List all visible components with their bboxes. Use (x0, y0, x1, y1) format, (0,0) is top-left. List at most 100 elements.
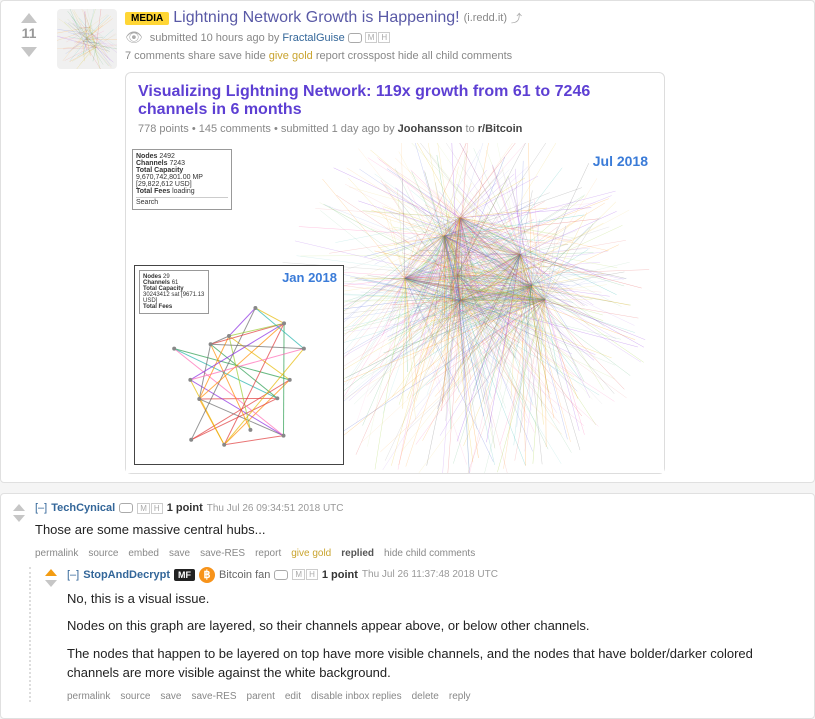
flair-text: Bitcoin fan (219, 569, 270, 581)
network-graph-small (135, 266, 343, 464)
title-row: MEDIA Lightning Network Growth is Happen… (125, 9, 806, 27)
post-thumbnail[interactable] (57, 9, 117, 69)
source-link[interactable]: source (120, 691, 150, 702)
eye-icon: 👁 (125, 29, 143, 46)
embed-points: 778 points (138, 123, 189, 135)
upvote-arrow[interactable] (13, 504, 25, 511)
embed-title[interactable]: Visualizing Lightning Network: 119x grow… (126, 73, 664, 123)
upvote-arrow[interactable] (45, 569, 57, 576)
edit-link[interactable]: edit (285, 691, 301, 702)
upvote-arrow[interactable] (21, 13, 37, 23)
comment-timestamp: Thu Jul 26 09:34:51 2018 UTC (207, 503, 344, 514)
vote-column: 11 (9, 9, 49, 474)
embed-submitted: submitted 1 day ago by (281, 123, 395, 135)
replied-link[interactable]: replied (341, 548, 374, 559)
comment-points: 1 point (322, 569, 358, 581)
embed-subreddit[interactable]: r/Bitcoin (478, 123, 523, 135)
hide-link[interactable]: hide (245, 50, 266, 62)
saveRES-link[interactable]: save-RES (200, 548, 245, 559)
collapse-toggle[interactable]: [–] (35, 502, 47, 514)
leg-nodes-l: Nodes (136, 153, 157, 160)
leg-fees-l: Total Fees (136, 188, 170, 195)
post-domain[interactable]: (i.redd.it) (464, 12, 507, 24)
embed-to: to (466, 123, 475, 135)
leg-search: Search (136, 197, 228, 206)
jan-inset: Jan 2018 Nodes 29 Channels 61 Total Capa… (134, 265, 344, 465)
report-link[interactable]: report (316, 50, 345, 62)
leg-chan-v: 7243 (169, 160, 185, 167)
comment: [–] StopAndDecrypt MF ฿ Bitcoin fan MH 1… (41, 567, 806, 702)
comment-text: No, this is a visual issue.Nodes on this… (67, 589, 806, 683)
share-icon[interactable]: ⤴ (511, 10, 522, 26)
downvote-arrow[interactable] (13, 515, 25, 522)
network-icon (57, 9, 117, 69)
report-link[interactable]: report (255, 548, 281, 559)
leg-nodes-v: 2492 (159, 153, 175, 160)
permalink-link[interactable]: permalink (35, 548, 78, 559)
submitted-label: submitted (150, 32, 198, 44)
post-content: MEDIA Lightning Network Growth is Happen… (125, 9, 806, 474)
post-actions: 7 comments share save hide give gold rep… (125, 50, 806, 62)
saveRES-link[interactable]: save-RES (192, 691, 237, 702)
embed-card: Visualizing Lightning Network: 119x grow… (125, 72, 665, 474)
btc-badge-icon: ฿ (199, 567, 215, 583)
post-title[interactable]: Lightning Network Growth is Happening! (173, 9, 459, 27)
disable_inbox-link[interactable]: disable inbox replies (311, 691, 402, 702)
speech-icon[interactable] (274, 570, 288, 580)
media-tag: MEDIA (125, 12, 169, 25)
parent-link[interactable]: parent (247, 691, 275, 702)
collapse-toggle[interactable]: [–] (67, 569, 79, 581)
leg-cap-l: Total Capacity (136, 167, 183, 174)
by-label: by (268, 32, 280, 44)
comment-header: [–] StopAndDecrypt MF ฿ Bitcoin fan MH 1… (67, 567, 806, 583)
downvote-arrow[interactable] (45, 580, 57, 587)
comments-container: [–] TechCynical MH 1 point Thu Jul 26 09… (0, 493, 815, 719)
speech-icon[interactable] (119, 503, 133, 513)
crosspost-link[interactable]: crosspost (348, 50, 395, 62)
embed-image: Jul 2018 Nodes 2492 Channels 7243 Total … (126, 143, 664, 473)
give-gold-link[interactable]: give gold (269, 50, 313, 62)
comment-body: [–] TechCynical MH 1 point Thu Jul 26 09… (35, 502, 806, 559)
m-badge[interactable]: M (365, 32, 378, 43)
give_gold-link[interactable]: give gold (291, 548, 331, 559)
leg-cap-v: 9,670,742,801.00 MP [29,822,612 USD] (136, 174, 203, 188)
mh-badges: MH (292, 569, 317, 580)
leg-fees-v: loading (172, 188, 195, 195)
h-badge[interactable]: H (306, 569, 318, 580)
post-author[interactable]: FractalGuise (282, 32, 344, 44)
source-link[interactable]: source (88, 548, 118, 559)
embed-link[interactable]: embed (128, 548, 159, 559)
comments-link[interactable]: 7 comments (125, 50, 185, 62)
permalink-link[interactable]: permalink (67, 691, 110, 702)
h-badge[interactable]: H (378, 32, 390, 43)
comment-vote (9, 502, 29, 559)
mod-badge: MF (174, 569, 195, 581)
comment-header: [–] TechCynical MH 1 point Thu Jul 26 09… (35, 502, 806, 514)
reply-link[interactable]: reply (449, 691, 471, 702)
comment-actions: permalink source embed save save-RES report gi… (35, 548, 806, 559)
save-link[interactable]: save (169, 548, 190, 559)
hide_children-link[interactable]: hide child comments (384, 548, 475, 559)
save-link[interactable]: save (219, 50, 242, 62)
comment-points: 1 point (167, 502, 203, 514)
comment-timestamp: Thu Jul 26 11:37:48 2018 UTC (362, 569, 498, 580)
embed-author[interactable]: Joohansson (398, 123, 463, 135)
comment-author[interactable]: TechCynical (51, 502, 115, 514)
speech-icon[interactable] (348, 33, 362, 43)
downvote-arrow[interactable] (21, 47, 37, 57)
mh-badges: M H (365, 32, 390, 43)
mh-badges: MH (137, 503, 162, 514)
comment-author[interactable]: StopAndDecrypt (83, 569, 170, 581)
comment-actions: permalink source save save-RES parent editdis… (67, 691, 806, 702)
m-badge[interactable]: M (292, 569, 305, 580)
leg-chan-l: Channels (136, 160, 168, 167)
comment-vote (41, 567, 61, 702)
save-link[interactable]: save (160, 691, 181, 702)
delete-link[interactable]: delete (412, 691, 439, 702)
hide-children-link[interactable]: hide all child comments (398, 50, 512, 62)
comment: [–] TechCynical MH 1 point Thu Jul 26 09… (9, 502, 806, 559)
m-badge[interactable]: M (137, 503, 150, 514)
post-age: 10 hours ago (200, 32, 264, 44)
share-link[interactable]: share (188, 50, 216, 62)
h-badge[interactable]: H (151, 503, 163, 514)
